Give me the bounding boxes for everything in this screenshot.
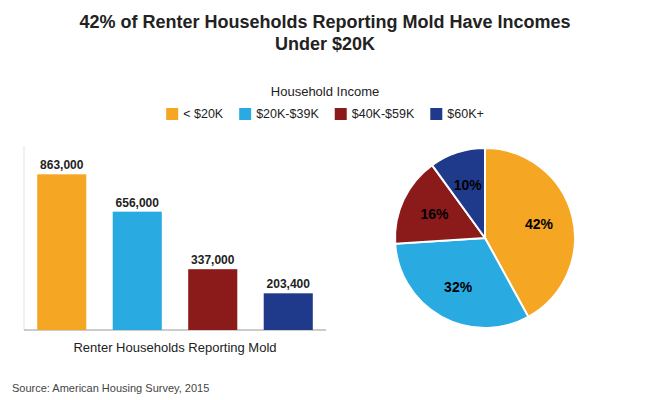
data-label: 203,400 bbox=[267, 277, 311, 291]
legend-label: $60K+ bbox=[447, 107, 484, 121]
data-label: 10% bbox=[454, 177, 483, 193]
title-line: 42% of Renter Households Reporting Mold … bbox=[79, 12, 570, 32]
legend-label: $20K-$39K bbox=[256, 107, 319, 121]
legend-swatch bbox=[166, 108, 178, 120]
data-label: 337,000 bbox=[191, 253, 235, 267]
legend: < $20K $20K-$39K $40K-$59K $60K+ bbox=[166, 107, 484, 121]
x-axis-label: Renter Households Reporting Mold bbox=[73, 340, 276, 355]
bar bbox=[188, 269, 237, 330]
pie bbox=[395, 148, 575, 328]
data-label: 863,000 bbox=[40, 158, 84, 172]
legend-swatch bbox=[335, 108, 347, 120]
title-line: Under $20K bbox=[275, 34, 375, 54]
legend-label: < $20K bbox=[183, 107, 224, 121]
data-label: 32% bbox=[444, 279, 473, 295]
data-label: 656,000 bbox=[116, 196, 160, 210]
bars bbox=[37, 174, 313, 330]
bar bbox=[264, 293, 313, 330]
legend-label: $40K-$59K bbox=[352, 107, 415, 121]
legend-item: < $20K bbox=[166, 107, 224, 121]
legend-swatch bbox=[430, 108, 442, 120]
data-label: 16% bbox=[420, 206, 449, 222]
legend-item: $20K-$39K bbox=[239, 107, 319, 121]
pie-slice bbox=[432, 148, 485, 238]
legend-item: $40K-$59K bbox=[335, 107, 415, 121]
pie-slice bbox=[395, 238, 528, 328]
annotation: Source: American Housing Survey, 2015 bbox=[12, 382, 209, 394]
data-label: 42% bbox=[525, 216, 554, 232]
legend-swatch bbox=[239, 108, 251, 120]
legend-item: $60K+ bbox=[430, 107, 484, 121]
y-axis-line bbox=[24, 146, 25, 330]
chart: 42% of Renter Households Reporting Mold … bbox=[0, 0, 650, 400]
title: 42% of Renter Households Reporting Mold … bbox=[79, 12, 570, 54]
bar bbox=[37, 174, 86, 330]
bar bbox=[113, 212, 162, 330]
subtitle: Household Income bbox=[271, 84, 379, 99]
